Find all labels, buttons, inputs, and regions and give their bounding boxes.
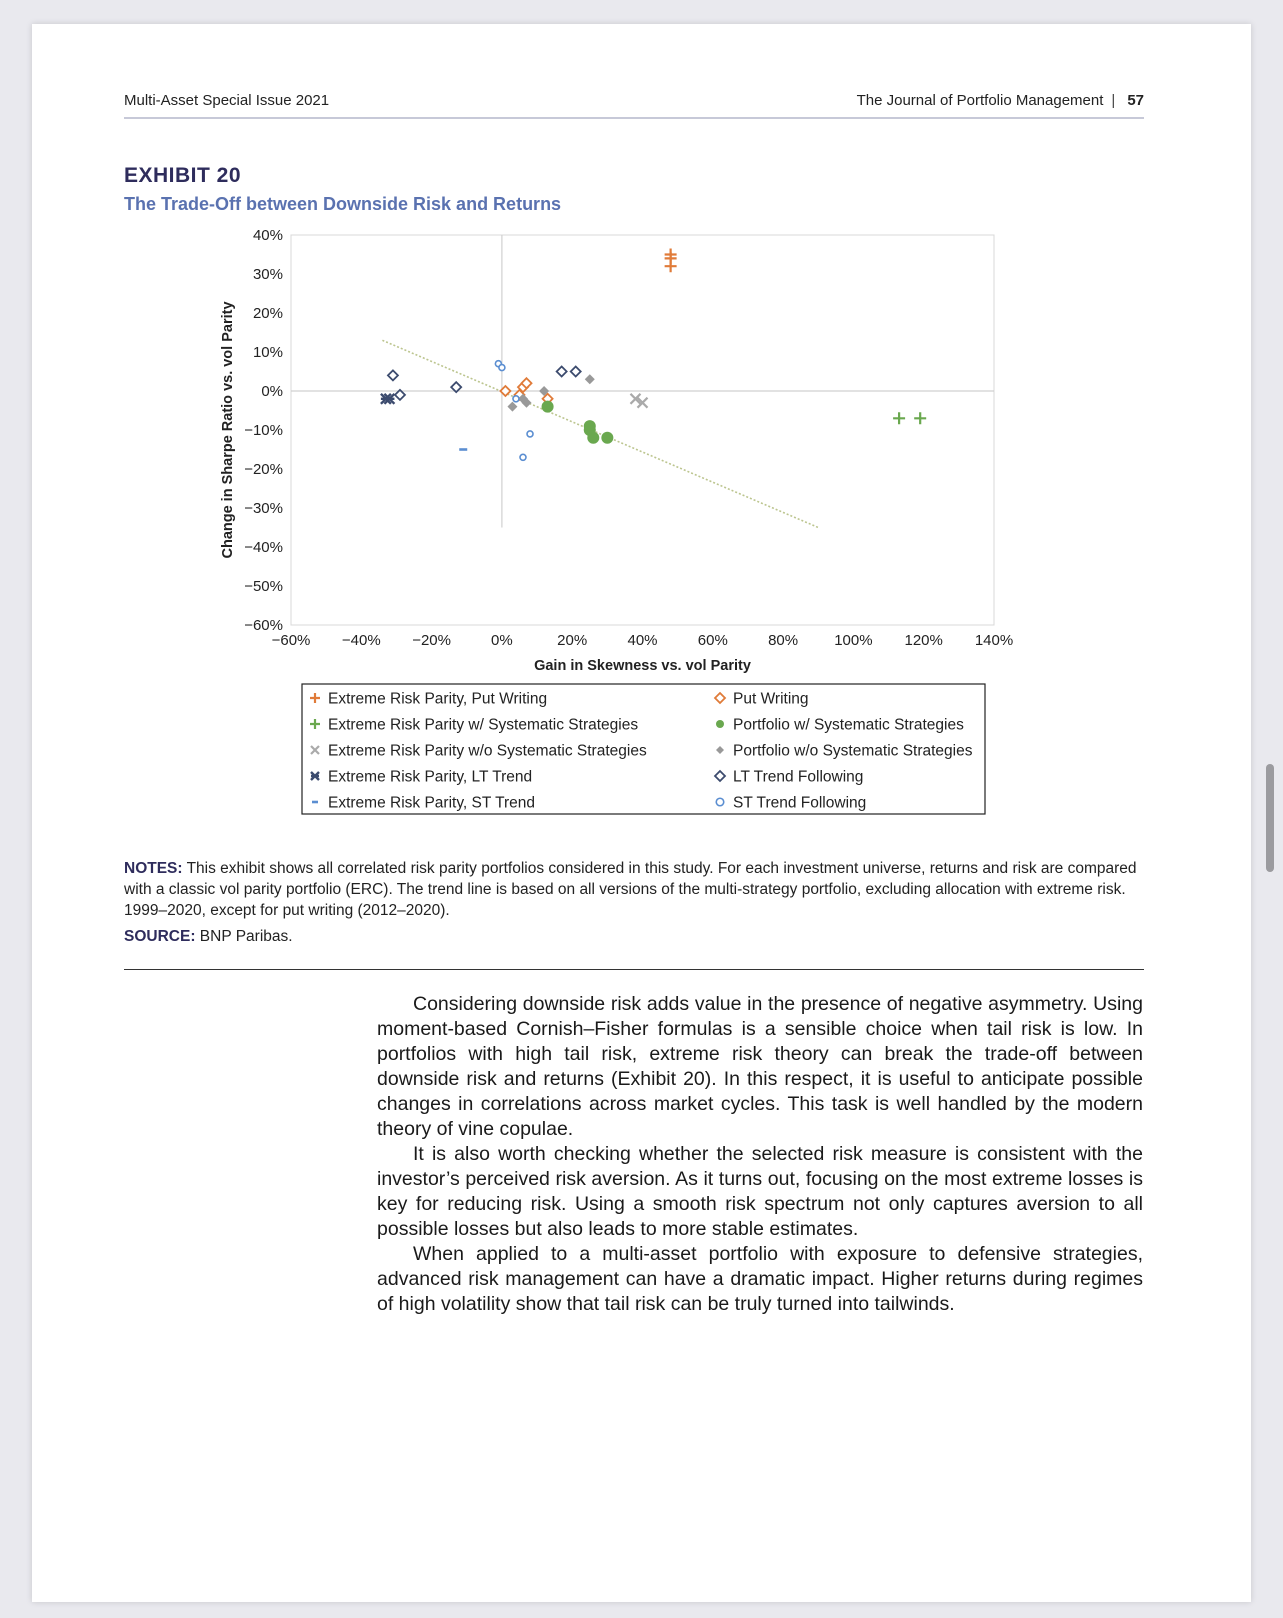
x-tick-label: 0% xyxy=(491,632,513,649)
x-axis-label: Gain in Skewness vs. vol Parity xyxy=(534,658,751,674)
trend-line xyxy=(382,339,819,529)
legend-entry: Portfolio w/o Systematic Strategies xyxy=(733,743,973,760)
data-point xyxy=(519,453,527,462)
y-tick-label: 20% xyxy=(253,305,283,322)
y-tick-label: −20% xyxy=(244,461,283,478)
y-tick-label: 10% xyxy=(253,344,283,361)
legend-marker xyxy=(715,797,725,807)
y-tick-label: −40% xyxy=(244,539,283,556)
page-number: 57 xyxy=(1127,92,1144,109)
journal-issue: Multi-Asset Special Issue 2021 xyxy=(124,92,330,109)
journal-title: The Journal of Portfolio Management xyxy=(856,92,1104,109)
legend-entry: Extreme Risk Parity, Put Writing xyxy=(328,691,547,708)
running-header: Multi-Asset Special Issue 2021 The Journ… xyxy=(124,92,1144,119)
body-paragraph: It is also worth checking whether the se… xyxy=(377,1143,1143,1240)
data-point xyxy=(636,396,649,409)
x-tick-label: −60% xyxy=(272,632,311,649)
notes-label: NOTES: xyxy=(124,860,183,877)
document-page: Multi-Asset Special Issue 2021 The Journ… xyxy=(32,24,1251,1602)
notes-text: This exhibit shows all correlated risk p… xyxy=(124,860,1137,919)
y-tick-label: 0% xyxy=(261,383,283,400)
source-label: SOURCE: xyxy=(124,928,196,945)
legend-entry: Extreme Risk Parity w/ Systematic Strate… xyxy=(328,717,638,734)
data-point xyxy=(520,376,533,390)
legend-entry: ST Trend Following xyxy=(733,795,866,812)
exhibit-notes: NOTES: This exhibit shows all correlated… xyxy=(124,858,1144,921)
exhibit-label: EXHIBIT 20 xyxy=(124,164,242,187)
legend-entry: Extreme Risk Parity, LT Trend xyxy=(328,769,532,786)
data-point xyxy=(893,412,906,425)
data-point xyxy=(383,392,396,405)
data-point xyxy=(512,394,520,403)
legend-entry: Portfolio w/ Systematic Strategies xyxy=(733,717,964,734)
legend-entry: Extreme Risk Parity, ST Trend xyxy=(328,795,535,812)
data-point xyxy=(629,393,642,405)
x-tick-label: −40% xyxy=(342,632,381,649)
legend-marker xyxy=(310,693,320,703)
y-tick-label: 40% xyxy=(253,227,283,244)
y-tick-label: −60% xyxy=(244,617,283,634)
data-point xyxy=(507,401,518,412)
x-tick-label: 140% xyxy=(975,632,1013,649)
data-point xyxy=(541,400,554,413)
legend-marker xyxy=(310,719,320,729)
data-point xyxy=(914,412,927,425)
x-tick-label: 80% xyxy=(768,632,798,649)
data-point xyxy=(393,388,407,402)
x-tick-label: 40% xyxy=(627,632,657,649)
data-point xyxy=(521,397,532,408)
data-point xyxy=(555,365,568,378)
data-point xyxy=(539,386,550,396)
body-paragraph: When applied to a multi-asset portfolio … xyxy=(377,1243,1143,1315)
data-point xyxy=(664,260,677,273)
section-divider xyxy=(124,969,1144,970)
legend-marker xyxy=(310,745,320,755)
exhibit-source: SOURCE: BNP Paribas. xyxy=(124,928,293,946)
y-tick-label: −50% xyxy=(244,578,283,595)
data-point xyxy=(499,384,512,398)
legend-marker xyxy=(713,691,727,705)
legend-marker xyxy=(716,720,724,728)
body-paragraph: Considering downside risk adds value in … xyxy=(377,993,1143,1140)
source-text: BNP Paribas. xyxy=(199,928,293,945)
legend-entry: LT Trend Following xyxy=(733,769,863,786)
legend-box xyxy=(301,683,986,815)
legend-entry: Put Writing xyxy=(733,691,809,708)
legend-marker xyxy=(713,769,727,783)
y-tick-label: −30% xyxy=(244,500,283,517)
data-point xyxy=(569,365,582,378)
legend-marker xyxy=(310,771,320,781)
data-point xyxy=(386,369,400,382)
scatter-chart: −60% −40% −20% 0% 20% 40% 60% 80% 100% 120% 140% 40… xyxy=(220,227,1013,815)
x-tick-label: 120% xyxy=(905,632,943,649)
x-tick-label: 60% xyxy=(698,632,728,649)
data-point xyxy=(449,380,463,394)
data-point xyxy=(587,431,600,444)
scrollbar-thumb[interactable] xyxy=(1266,764,1274,872)
legend-marker xyxy=(716,746,724,754)
article-body: Considering downside risk adds value in … xyxy=(377,992,1143,1317)
y-axis-label: Change in Sharpe Ratio vs. vol Parity xyxy=(220,301,236,558)
plot-frame xyxy=(290,234,995,626)
data-point xyxy=(498,363,506,372)
x-tick-label: 20% xyxy=(557,632,587,649)
legend-entry: Extreme Risk Parity w/o Systematic Strat… xyxy=(328,743,647,760)
y-tick-label: −10% xyxy=(244,422,283,439)
header-separator: | xyxy=(1111,92,1116,109)
data-point xyxy=(601,431,614,444)
journal-title-block: The Journal of Portfolio Management | 57 xyxy=(857,92,1144,109)
x-tick-label: 100% xyxy=(834,632,872,649)
data-point xyxy=(584,374,595,385)
data-point xyxy=(526,430,534,438)
exhibit-title: The Trade-Off between Downside Risk and … xyxy=(124,194,562,214)
y-tick-label: 30% xyxy=(253,266,283,283)
x-tick-label: −20% xyxy=(412,632,451,649)
